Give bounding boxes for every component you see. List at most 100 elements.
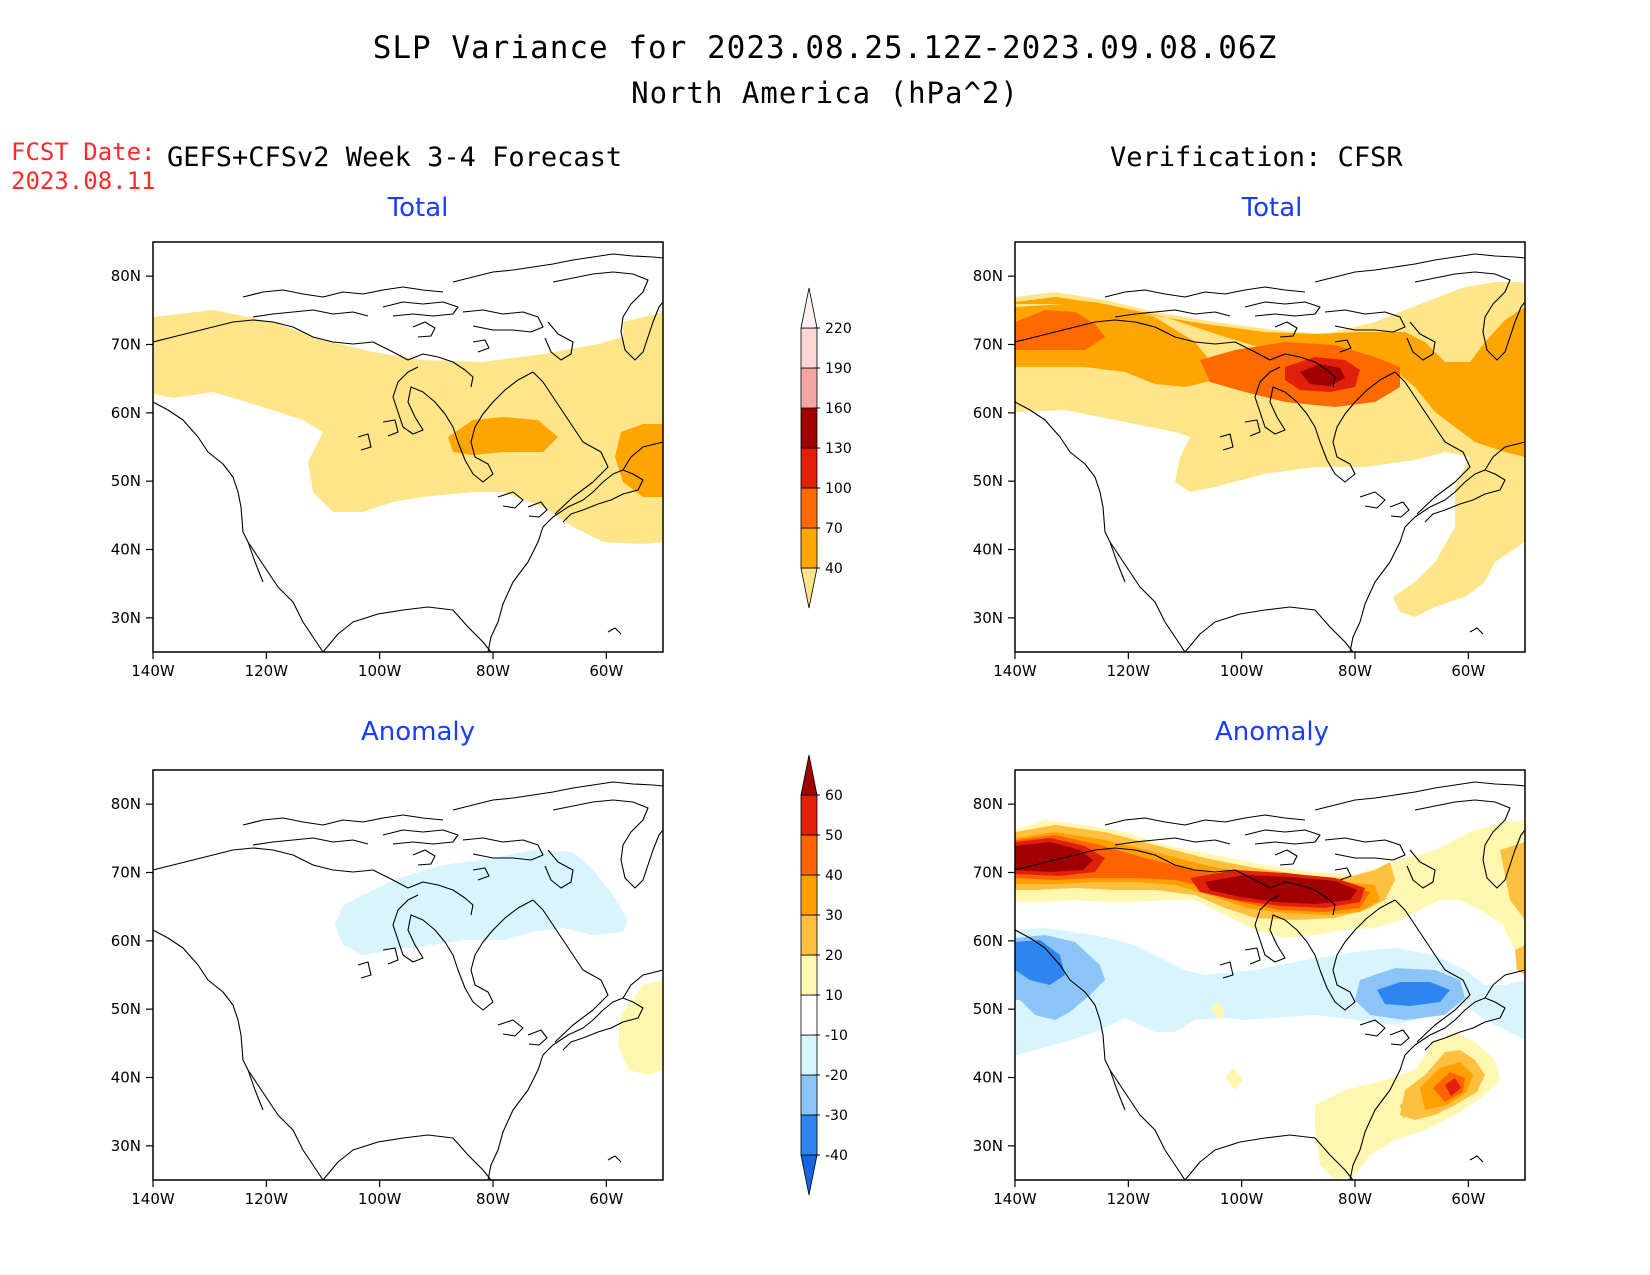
coastline xyxy=(544,849,574,889)
coastline xyxy=(1389,501,1410,518)
colorbar-segment xyxy=(800,487,818,529)
verification-anomaly-map-content xyxy=(1015,770,1525,1180)
coastline xyxy=(1109,1069,1126,1111)
coastline xyxy=(252,309,369,318)
coastline xyxy=(247,1069,264,1111)
coastline xyxy=(1359,491,1386,509)
shaded-contour xyxy=(1015,940,1065,985)
lat-tick-label: 60N xyxy=(111,404,141,422)
verification-column-header: Verification: CFSR xyxy=(1110,142,1403,173)
lat-tick-label: 70N xyxy=(111,864,141,882)
total-colorbar: 40 70 100 130 160 190 220 xyxy=(800,287,852,609)
coastline xyxy=(1314,253,1525,283)
coastlines xyxy=(1015,253,1525,652)
coastline xyxy=(472,339,490,353)
lat-tick-label: 40N xyxy=(111,541,141,559)
coastline xyxy=(382,947,399,965)
colorbar-segment xyxy=(800,527,818,569)
colorbar-label: 190 xyxy=(825,361,852,377)
coastline xyxy=(1484,969,1525,999)
colorbar-label: 220 xyxy=(825,321,852,337)
coastline xyxy=(382,301,459,317)
coastline xyxy=(1015,319,1271,361)
colorbar-label: 40 xyxy=(825,561,843,577)
coastline xyxy=(153,847,409,889)
coastline xyxy=(1394,899,1471,1043)
lon-tick-label: 140W xyxy=(993,662,1037,680)
shaded-contour xyxy=(618,980,663,1075)
coastline xyxy=(487,469,644,652)
colorbar-segment xyxy=(800,954,818,996)
shaded-contour xyxy=(1015,842,1093,872)
coastline xyxy=(1349,997,1506,1180)
colorbar-top-arrow xyxy=(800,287,818,329)
anomaly-colorbar: -40 -30 -20 -10 10 20 30 40 50 60 xyxy=(800,754,848,1196)
coastline xyxy=(552,271,663,361)
coastline xyxy=(357,961,372,979)
lat-tick-label: 50N xyxy=(111,1000,141,1018)
coastline xyxy=(462,837,544,861)
coastlines xyxy=(153,253,663,652)
coastline xyxy=(622,969,663,999)
colorbar-segment xyxy=(800,794,818,836)
coastline xyxy=(1389,1029,1410,1046)
lon-tick-label: 140W xyxy=(131,1190,175,1208)
coastline xyxy=(527,1029,548,1046)
colorbar-label: -30 xyxy=(825,1108,848,1124)
coastline xyxy=(487,997,644,1180)
lat-tick-label: 60N xyxy=(973,932,1003,950)
coastline xyxy=(1469,1155,1484,1163)
verification-anomaly-map: 140W 120W 100W 80W 60W 30N 40N 50N 60N 70N 80N xyxy=(973,769,1526,1208)
forecast-total-title: Total xyxy=(387,193,449,223)
lat-tick-label: 70N xyxy=(973,336,1003,354)
coastline xyxy=(1244,947,1261,965)
coastline xyxy=(1015,401,1186,652)
coastline xyxy=(153,401,324,652)
coastline xyxy=(1269,881,1336,916)
colorbar-bottom-arrow xyxy=(800,567,818,609)
lon-tick-label: 140W xyxy=(993,1190,1037,1208)
colorbar-label: 10 xyxy=(825,988,843,1004)
lat-tick-label: 30N xyxy=(973,609,1003,627)
forecast-total-map: 140W 120W 100W 80W 60W 30N 40N 50N 60N 70N 80N xyxy=(111,241,664,680)
fcst-date-caption: FCST Date: xyxy=(11,138,156,166)
coastline xyxy=(1414,271,1525,361)
shaded-contour xyxy=(1205,875,1357,904)
lat-tick-label: 40N xyxy=(973,1069,1003,1087)
lat-tick-label: 80N xyxy=(111,795,141,813)
shaded-contour xyxy=(1520,988,1525,1030)
coastline xyxy=(407,881,474,916)
coastline xyxy=(462,309,544,333)
coastline xyxy=(1254,366,1281,413)
coastline xyxy=(497,491,524,509)
shaded-contour xyxy=(1225,1068,1243,1090)
lon-tick-label: 120W xyxy=(1107,1190,1151,1208)
coastline xyxy=(1114,309,1231,318)
coastline xyxy=(1015,847,1271,889)
coastline xyxy=(552,799,663,889)
shaded-contour xyxy=(1445,1078,1461,1096)
lat-tick-label: 50N xyxy=(973,472,1003,490)
coastline xyxy=(1274,849,1298,866)
colorbar-label: -10 xyxy=(825,1028,848,1044)
colorbar-label: -20 xyxy=(825,1068,848,1084)
colorbar-label: 20 xyxy=(825,948,843,964)
coastline xyxy=(1244,301,1321,317)
coastline xyxy=(532,371,609,515)
coastline xyxy=(322,606,492,652)
colorbar-segment xyxy=(800,327,818,369)
colorbar-segment xyxy=(800,367,818,409)
coastline xyxy=(1334,339,1352,353)
verification-total-map: 140W 120W 100W 80W 60W 30N 40N 50N 60N 70N 80N xyxy=(973,241,1526,680)
colorbar-segment xyxy=(800,407,818,449)
coastline xyxy=(472,867,490,881)
map-frame xyxy=(152,769,664,1181)
forecast-anomaly-map: 140W 120W 100W 80W 60W 30N 40N 50N 60N 70N 80N xyxy=(111,769,664,1208)
map-frame xyxy=(1014,241,1526,653)
map-background xyxy=(153,770,663,1180)
shaded-contour xyxy=(1400,1100,1413,1118)
lon-tick-label: 100W xyxy=(1220,1190,1264,1208)
lat-tick-label: 40N xyxy=(973,541,1003,559)
shaded-contour xyxy=(1211,1002,1225,1020)
lon-tick-label: 100W xyxy=(358,1190,402,1208)
